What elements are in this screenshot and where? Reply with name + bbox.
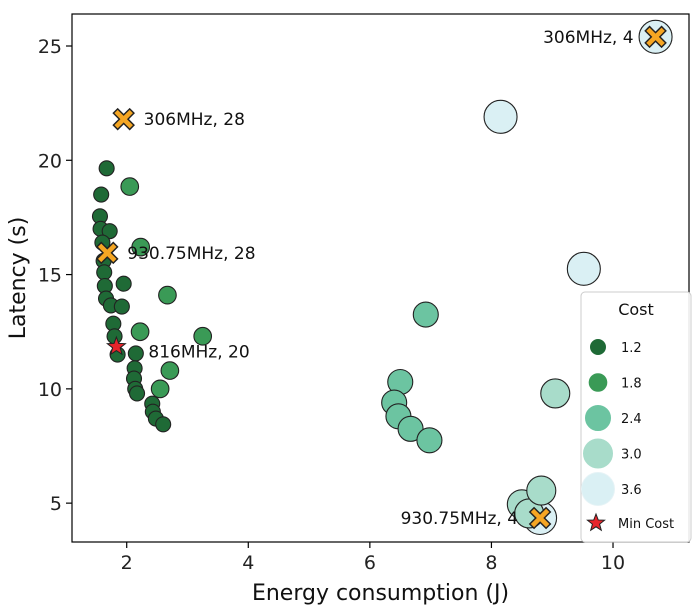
legend-marker-3.0 [583, 438, 613, 469]
point-cost-1.2 [96, 264, 113, 281]
point-cost-3.0 [540, 378, 571, 409]
plot-area: 306MHz, 28 930.75MHz, 28 306MHz, 4 930.75MH… [91, 19, 673, 536]
annotation-label: 930.75MHz, 4 [401, 509, 518, 529]
highlight-marker-0 [112, 107, 135, 131]
point-cost-2.4 [416, 427, 443, 454]
point-cost-1.8 [160, 361, 180, 380]
legend-label: 1.8 [621, 377, 642, 392]
y-tick-label: 20 [38, 150, 62, 172]
axes: 2 4 6 8 10 5 10 15 20 25 Energy consumption (J) Lat… [6, 13, 690, 606]
legend-label: 2.4 [621, 412, 642, 427]
legend-label: 3.0 [621, 448, 642, 463]
point-cost-1.2 [101, 223, 118, 240]
point-cost-1.2 [113, 298, 130, 315]
x-axis-title: Energy consumption (J) [252, 581, 509, 606]
legend-label-min-cost: Min Cost [618, 517, 674, 532]
min-cost-star [105, 335, 127, 356]
point-cost-1.2 [98, 160, 115, 177]
legend-marker-3.6 [581, 472, 615, 506]
highlight-marker-1 [95, 241, 119, 265]
y-axis-title: Latency (s) [6, 217, 31, 340]
point-cost-3.0 [526, 475, 557, 506]
point-cost-1.2 [93, 186, 110, 203]
legend-label: 1.2 [621, 341, 642, 356]
highlight-marker-3 [528, 506, 552, 530]
legend-label: 3.6 [621, 483, 642, 498]
point-cost-1.8 [120, 177, 140, 196]
point-cost-1.2 [127, 345, 144, 362]
point-cost-1.8 [150, 379, 170, 399]
x-tick-label: 10 [601, 552, 625, 574]
point-cost-3.6 [566, 251, 601, 286]
annotation-label: 306MHz, 4 [543, 28, 633, 48]
point-cost-1.8 [193, 326, 213, 346]
y-tick-label: 15 [38, 265, 62, 287]
x-tick-label: 2 [121, 552, 133, 574]
y-tick-label: 10 [38, 379, 62, 401]
legend-marker-1.2 [590, 339, 606, 355]
point-cost-1.2 [115, 275, 132, 292]
legend: Cost 1.2 1.8 2.4 3.0 3.6 Min Cost [580, 291, 692, 543]
legend-title: Cost [618, 300, 654, 319]
point-cost-1.2 [155, 416, 172, 433]
legend-marker-2.4 [585, 405, 611, 431]
point-cost-1.8 [131, 237, 151, 257]
x-tick-label: 6 [364, 552, 376, 574]
legend-marker-1.8 [588, 373, 608, 392]
highlight-marker-2 [644, 25, 667, 49]
x-tick-label: 8 [485, 552, 497, 574]
x-tick-label: 4 [242, 552, 254, 574]
point-cost-2.4 [412, 301, 439, 328]
point-cost-1.8 [130, 322, 150, 342]
annotation-label: 816MHz, 20 [148, 343, 249, 363]
plot-frame [71, 13, 690, 543]
y-tick-label: 5 [50, 493, 62, 515]
annotation-label: 306MHz, 28 [144, 110, 245, 130]
y-tick-label: 25 [38, 36, 62, 58]
point-cost-1.8 [158, 285, 177, 305]
point-cost-3.6 [483, 99, 518, 134]
point-cost-1.2 [128, 385, 146, 402]
legend-star-icon [586, 512, 606, 532]
point-cost-2.4 [397, 415, 424, 442]
annotation-label: 930.75MHz, 28 [127, 244, 255, 264]
